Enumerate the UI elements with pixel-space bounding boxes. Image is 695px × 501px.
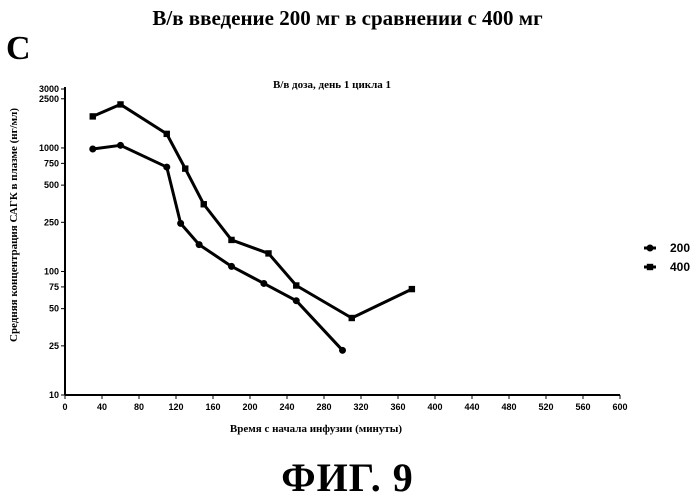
y-tick-label: 2500 (39, 94, 59, 104)
x-tick-label: 40 (97, 402, 107, 412)
x-tick-label: 400 (427, 402, 442, 412)
data-point-400 (182, 165, 188, 171)
x-tick-label: 600 (612, 402, 627, 412)
x-axis-label: Время с начала инфузии (минуты) (230, 423, 402, 435)
data-point-400 (228, 237, 234, 243)
y-tick-label: 3000 (39, 84, 59, 94)
y-tick-label: 100 (44, 266, 59, 276)
legend-label-200: 200 (670, 241, 690, 255)
legend-marker-400 (647, 264, 653, 270)
data-point-200 (177, 220, 184, 227)
y-tick-label: 25 (49, 341, 59, 351)
data-point-200 (117, 142, 124, 149)
data-point-200 (260, 280, 267, 287)
data-point-200 (293, 297, 300, 304)
data-point-400 (164, 131, 170, 137)
axis-ticks: 0 40 80 120 160 200 240 280 320 360 400 440 480 520 56… (39, 84, 628, 412)
data-point-400 (293, 282, 299, 288)
data-point-400 (265, 250, 271, 256)
chart-title: В/в доза, день 1 цикла 1 (273, 79, 391, 91)
x-tick-label: 360 (390, 402, 405, 412)
x-tick-label: 120 (168, 402, 183, 412)
data-point-200 (163, 164, 170, 171)
series-group (89, 101, 415, 354)
y-tick-label: 250 (44, 217, 59, 227)
data-point-400 (90, 113, 96, 119)
x-tick-label: 200 (242, 402, 257, 412)
y-axis-label: Средняя концентрация САГК в плазме (нг/м… (8, 108, 20, 342)
legend-marker-200 (647, 245, 654, 252)
y-tick-label: 500 (44, 180, 59, 190)
data-point-400 (117, 101, 123, 107)
y-tick-label: 750 (44, 158, 59, 168)
x-tick-label: 80 (134, 402, 144, 412)
x-tick-label: 440 (464, 402, 479, 412)
legend: 200400 (644, 241, 690, 274)
x-tick-label: 0 (62, 402, 67, 412)
x-tick-label: 320 (353, 402, 368, 412)
figure-caption: ФИГ. 9 (0, 454, 695, 501)
series-line-200 (93, 145, 343, 350)
data-point-200 (228, 263, 235, 270)
x-tick-label: 480 (501, 402, 516, 412)
x-tick-label: 560 (575, 402, 590, 412)
x-tick-label: 520 (538, 402, 553, 412)
x-tick-label: 280 (316, 402, 331, 412)
data-point-200 (89, 146, 96, 153)
data-point-400 (409, 286, 415, 292)
x-tick-label: 240 (279, 402, 294, 412)
data-point-400 (349, 315, 355, 321)
legend-label-400: 400 (670, 260, 690, 274)
data-point-400 (201, 201, 207, 207)
data-point-200 (339, 347, 346, 354)
y-tick-label: 50 (49, 304, 59, 314)
y-tick-label: 75 (49, 282, 59, 292)
x-tick-label: 160 (205, 402, 220, 412)
y-tick-label: 1000 (39, 143, 59, 153)
series-line-400 (93, 104, 412, 318)
data-point-200 (196, 241, 203, 248)
y-tick-label: 10 (49, 390, 59, 400)
